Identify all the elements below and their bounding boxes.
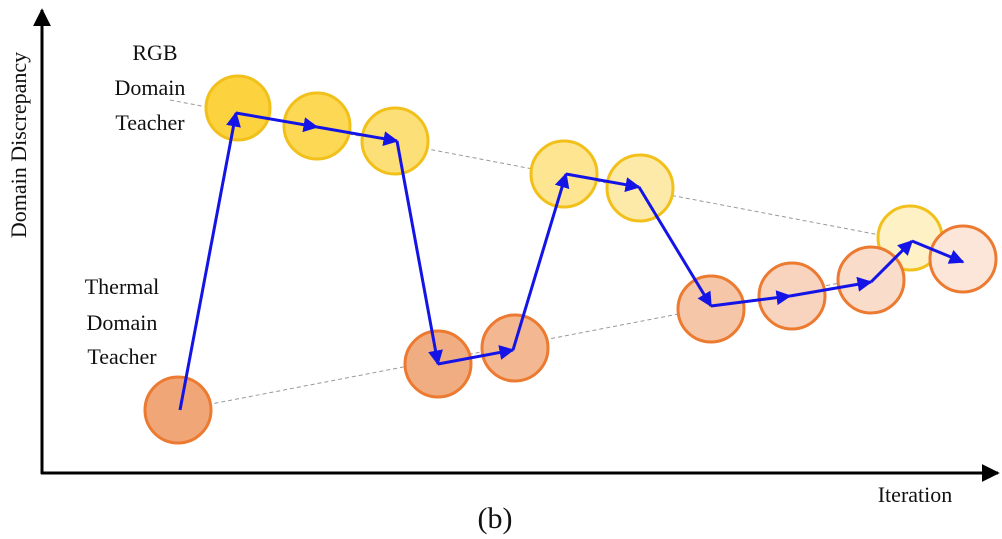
thermal-label: Thermal [85, 274, 160, 299]
arrow [869, 239, 914, 284]
rgb-label: RGB [132, 40, 177, 65]
path-arrows [178, 111, 965, 411]
thermal-label: Domain [87, 310, 158, 335]
circle [676, 274, 746, 344]
arrow [511, 172, 570, 351]
arrow [316, 125, 399, 147]
arrow [637, 186, 713, 308]
rgb-label: Domain [115, 75, 186, 100]
thermal-circles [143, 224, 998, 445]
x-axis-label: Iteration [878, 482, 953, 507]
arrow [710, 290, 792, 308]
rgb-label: Teacher [115, 110, 185, 135]
guide-line [179, 254, 986, 411]
arrow [565, 172, 641, 193]
arrow [235, 111, 319, 133]
circle [143, 375, 213, 445]
arrow [911, 239, 965, 264]
y-axis-label: Domain Discrepancy [6, 52, 31, 238]
thermal-label: Teacher [87, 344, 157, 369]
circle [529, 139, 599, 209]
circle [204, 74, 272, 142]
arrow [789, 276, 873, 298]
circle [928, 224, 998, 294]
arrow [178, 111, 241, 411]
arrow [437, 345, 515, 366]
caption: (b) [478, 502, 513, 535]
rgb-circles [204, 74, 944, 272]
arrow [395, 140, 443, 366]
